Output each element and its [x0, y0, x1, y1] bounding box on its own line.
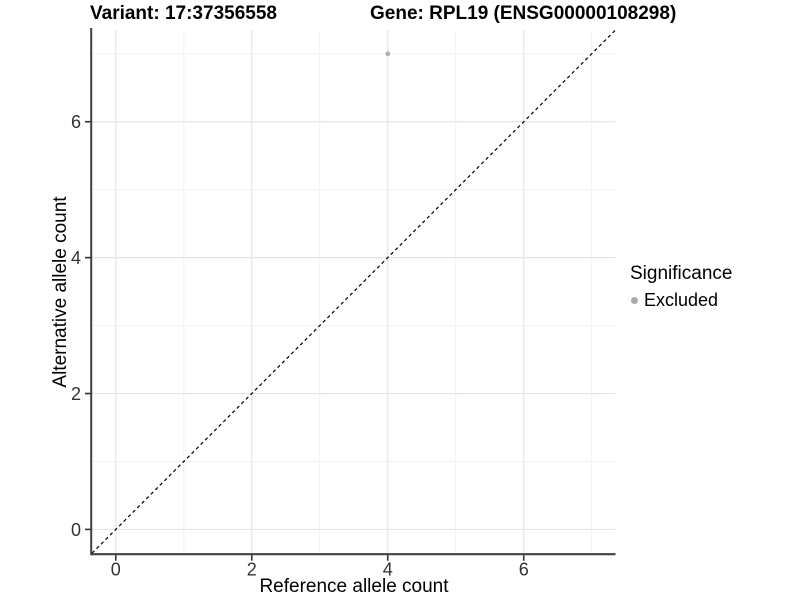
legend-item-label: Excluded	[644, 290, 719, 310]
variant-title: Variant: 17:37356558	[90, 3, 277, 24]
x-tick-label: 4	[383, 560, 393, 580]
x-tick-label: 6	[519, 560, 529, 580]
x-tick-label: 2	[247, 560, 257, 580]
legend-item: Excluded	[628, 290, 732, 311]
legend-title: Significance	[630, 263, 733, 284]
legend: Significance Excluded	[628, 263, 732, 311]
legend-items: Excluded	[628, 290, 732, 311]
y-tick-label: 6	[71, 112, 81, 132]
gene-title: Gene: RPL19 (ENSG00000108298)	[370, 3, 677, 24]
y-tick-label: 0	[71, 520, 81, 540]
y-tick-label: 4	[71, 248, 81, 268]
y-tick-label: 2	[71, 384, 81, 404]
x-axis-title: Reference allele count	[259, 576, 449, 597]
identity-dashed-line	[91, 29, 616, 554]
x-tick-label: 0	[111, 560, 121, 580]
legend-key-dot-icon	[631, 297, 638, 304]
data-point	[385, 51, 391, 57]
y-axis-title: Alternative allele count	[50, 196, 71, 388]
